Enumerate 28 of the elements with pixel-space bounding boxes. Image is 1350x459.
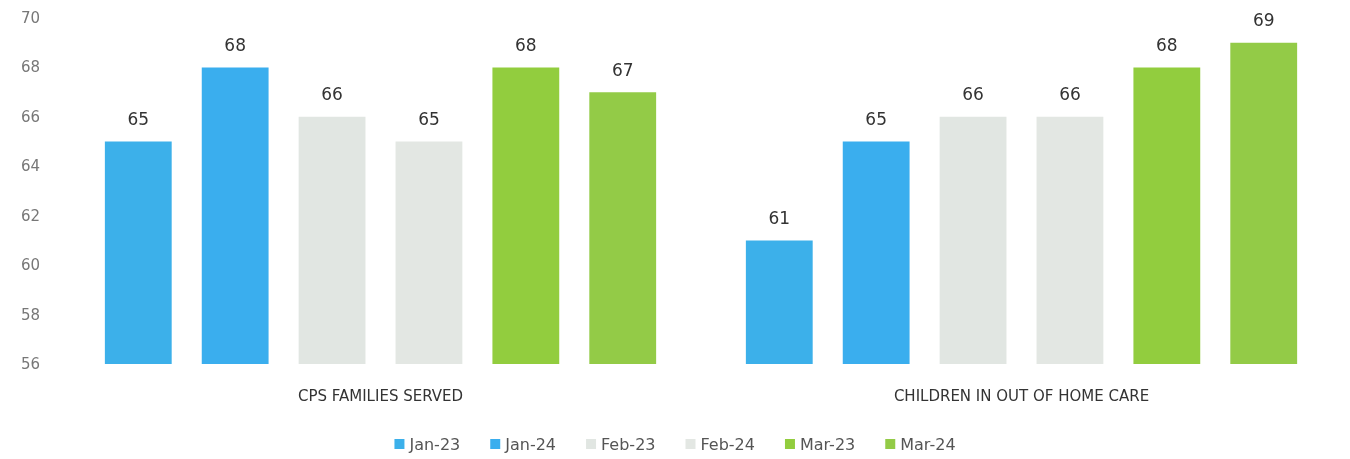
data-label: 68 bbox=[224, 34, 246, 55]
x-tick-label: CHILDREN IN OUT OF HOME CARE bbox=[893, 386, 1150, 405]
legend-label: Mar-23 bbox=[799, 434, 856, 454]
data-label: 66 bbox=[1059, 84, 1081, 105]
y-tick-label: 58 bbox=[20, 305, 40, 324]
legend-label: Feb-24 bbox=[700, 434, 755, 454]
y-tick-label: 66 bbox=[20, 107, 40, 126]
y-tick-label: 68 bbox=[20, 58, 40, 77]
y-tick-label: 70 bbox=[20, 9, 40, 27]
data-label: 68 bbox=[515, 34, 537, 55]
data-label: 65 bbox=[865, 109, 887, 130]
data-label: 65 bbox=[127, 109, 150, 130]
data-label: 61 bbox=[768, 207, 791, 228]
data-label: 67 bbox=[611, 59, 634, 80]
y-tick-label: 64 bbox=[20, 157, 40, 176]
y-tick-label: 56 bbox=[20, 355, 40, 373]
legend-label: Mar-24 bbox=[900, 434, 956, 454]
y-tick-label: 62 bbox=[20, 206, 40, 225]
x-tick-label: CPS FAMILIES SERVED bbox=[297, 386, 464, 405]
y-tick-label: 60 bbox=[20, 256, 40, 275]
data-label: 65 bbox=[418, 109, 440, 130]
data-label: 68 bbox=[1156, 34, 1178, 55]
legend-label: Jan-24 bbox=[504, 434, 557, 454]
legend-label: Feb-23 bbox=[601, 434, 656, 454]
data-label: 66 bbox=[321, 84, 343, 105]
legend-label: Jan-23 bbox=[408, 434, 461, 454]
data-label: 69 bbox=[1252, 10, 1275, 31]
data-label: 66 bbox=[962, 84, 984, 105]
